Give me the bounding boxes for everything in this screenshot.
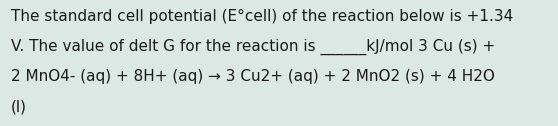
Text: V. The value of delt G for the reaction is ______kJ/mol 3 Cu (s) +: V. The value of delt G for the reaction … (11, 39, 496, 55)
Text: (l): (l) (11, 100, 27, 115)
Text: The standard cell potential (E°cell) of the reaction below is +1.34: The standard cell potential (E°cell) of … (11, 9, 513, 24)
Text: 2 MnO4- (aq) + 8H+ (aq) → 3 Cu2+ (aq) + 2 MnO2 (s) + 4 H2O: 2 MnO4- (aq) + 8H+ (aq) → 3 Cu2+ (aq) + … (11, 69, 495, 84)
